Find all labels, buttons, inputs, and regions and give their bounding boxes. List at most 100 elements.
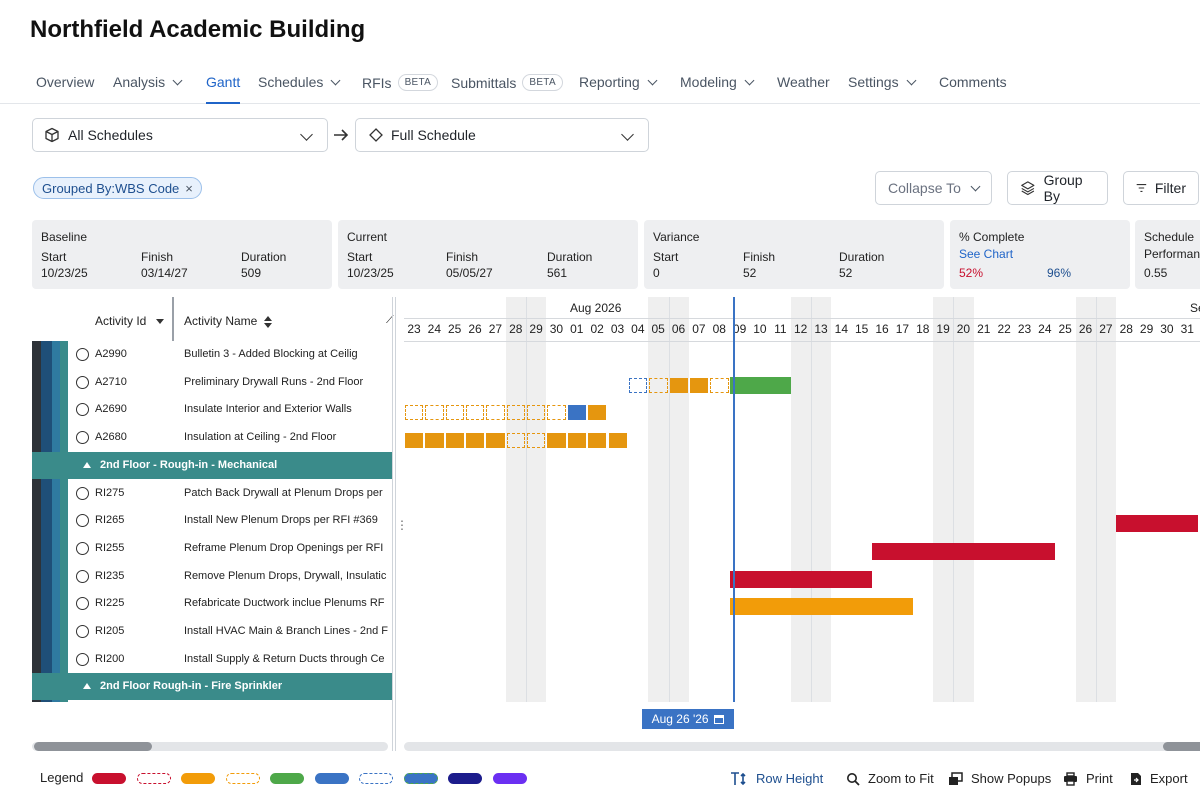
tab-submittals[interactable]: Submittals BETA xyxy=(451,74,563,91)
tab-comments[interactable]: Comments xyxy=(939,74,1007,90)
activity-bar-segment[interactable] xyxy=(486,433,505,449)
chart-scroll-thumb[interactable] xyxy=(1163,742,1200,751)
export-button[interactable]: Export xyxy=(1130,771,1188,786)
activity-bar-segment[interactable] xyxy=(649,377,668,393)
wbs-group-row[interactable]: 2nd Floor Rough-in - Fire Sprinkler xyxy=(32,673,392,701)
activity-row[interactable]: RI205 Install HVAC Main & Branch Lines - … xyxy=(68,618,392,645)
column-header-activity-id[interactable]: Activity Id xyxy=(95,314,164,328)
activity-bar-segment[interactable] xyxy=(608,433,627,449)
collapse-icon[interactable] xyxy=(83,461,91,468)
activity-row[interactable]: RI255 Reframe Plenum Drop Openings per RF… xyxy=(68,535,392,562)
show-popups-button[interactable]: Show Popups xyxy=(948,771,1051,786)
column-separator xyxy=(172,297,174,341)
pane-splitter[interactable] xyxy=(392,297,396,751)
tab-analysis[interactable]: Analysis xyxy=(113,74,183,90)
activity-bar[interactable] xyxy=(1116,515,1198,533)
activity-bar-segment[interactable] xyxy=(567,433,587,449)
close-icon[interactable]: × xyxy=(185,180,193,196)
view-select[interactable]: Full Schedule xyxy=(355,118,649,152)
drag-handle-icon[interactable]: ⋮ xyxy=(396,518,408,532)
activity-row[interactable]: A2690 Insulate Interior and Exterior Wall… xyxy=(68,396,392,423)
activity-bar-segment[interactable] xyxy=(547,433,566,449)
tab-reporting[interactable]: Reporting xyxy=(579,74,658,90)
grouped-by-chip[interactable]: Grouped By:WBS Code × xyxy=(33,177,202,199)
group-by-button[interactable]: Group By xyxy=(1007,171,1108,205)
status-circle-icon[interactable] xyxy=(76,431,89,445)
chart-horizontal-scrollbar[interactable] xyxy=(404,742,1200,751)
tab-weather[interactable]: Weather xyxy=(777,74,830,90)
filter-button[interactable]: Filter xyxy=(1123,171,1199,205)
collapse-icon[interactable] xyxy=(83,683,91,690)
activity-bar-segment[interactable] xyxy=(486,405,505,421)
status-circle-icon[interactable] xyxy=(76,375,89,389)
activity-row[interactable]: A2710 Preliminary Drywall Runs - 2nd Floo… xyxy=(68,369,392,396)
activity-bar-segment[interactable] xyxy=(445,433,465,449)
status-circle-icon[interactable] xyxy=(76,597,89,611)
grid-scroll-thumb[interactable] xyxy=(34,742,152,751)
activity-bar[interactable] xyxy=(729,570,873,588)
chevron-down-icon xyxy=(906,75,917,85)
activity-bar[interactable] xyxy=(729,376,791,394)
activity-row[interactable]: RI200 Install Supply & Return Ducts throu… xyxy=(68,646,392,673)
chevron-down-icon xyxy=(970,181,981,191)
activity-bar[interactable] xyxy=(729,598,913,616)
print-button[interactable]: Print xyxy=(1063,771,1113,786)
activity-row[interactable]: RI235 Remove Plenum Drops, Drywall, Insul… xyxy=(68,563,392,590)
weekend-shade xyxy=(811,297,832,702)
column-header-activity-name[interactable]: Activity Name xyxy=(184,314,272,328)
activity-bar-segment[interactable] xyxy=(588,405,607,421)
schedule-select[interactable]: All Schedules xyxy=(32,118,328,152)
activity-bar-segment[interactable] xyxy=(669,377,688,393)
activity-bar-segment[interactable] xyxy=(527,433,546,449)
week-gridline xyxy=(953,297,955,702)
zoom-to-fit-button[interactable]: Zoom to Fit xyxy=(846,771,934,786)
tab-modeling[interactable]: Modeling xyxy=(680,74,755,90)
activity-bar-segment[interactable] xyxy=(710,377,729,393)
day-label: 03 xyxy=(610,322,625,336)
activity-bar-segment[interactable] xyxy=(506,405,526,421)
activity-bar-segment[interactable] xyxy=(405,433,424,449)
weekend-shade xyxy=(648,297,669,702)
today-marker[interactable]: Aug 26 '26 xyxy=(641,709,734,729)
activity-row[interactable]: A2990 Bulletin 3 - Added Blocking at Ceil… xyxy=(68,341,392,368)
activity-row[interactable]: RI265 Install New Plenum Drops per RFI #3… xyxy=(68,507,392,534)
status-circle-icon[interactable] xyxy=(76,652,89,666)
day-label: 31 xyxy=(1180,322,1194,336)
activity-bar-segment[interactable] xyxy=(466,405,485,421)
tab-gantt[interactable]: Gantt xyxy=(206,74,241,104)
row-height-button[interactable]: Row Height xyxy=(730,771,823,786)
chevron-down-icon xyxy=(744,75,755,85)
status-circle-icon[interactable] xyxy=(76,625,89,638)
tab-rfis[interactable]: RFIs BETA xyxy=(362,74,439,91)
activity-bar-segment[interactable] xyxy=(425,405,444,421)
activity-bar-segment[interactable] xyxy=(425,433,444,449)
status-circle-icon[interactable] xyxy=(76,486,89,500)
tab-overview[interactable]: Overview xyxy=(36,74,95,90)
status-circle-icon[interactable] xyxy=(76,569,89,583)
activity-bar[interactable] xyxy=(872,542,1056,560)
status-circle-icon[interactable] xyxy=(76,514,89,528)
activity-bar-segment[interactable] xyxy=(588,433,607,449)
tab-settings[interactable]: Settings xyxy=(848,74,917,90)
activity-bar-segment[interactable] xyxy=(405,405,424,421)
tab-schedules[interactable]: Schedules xyxy=(258,74,341,90)
activity-bar-segment[interactable] xyxy=(628,377,648,393)
activity-row[interactable]: RI275 Patch Back Drywall at Plenum Drops … xyxy=(68,480,392,507)
activity-bar-segment[interactable] xyxy=(567,405,587,421)
activity-row[interactable]: A2680 Insulation at Ceiling - 2nd Floor xyxy=(68,424,392,451)
status-circle-icon[interactable] xyxy=(76,403,89,417)
wbs-group-row[interactable]: 2nd Floor - Rough-in - Mechanical xyxy=(32,451,392,479)
activity-bar-segment[interactable] xyxy=(689,377,709,393)
see-chart-link[interactable]: See Chart xyxy=(959,247,1014,261)
activity-bar-segment[interactable] xyxy=(506,433,526,449)
status-circle-icon[interactable] xyxy=(76,541,89,555)
status-circle-icon[interactable] xyxy=(76,348,89,361)
activity-row[interactable]: RI225 Refabricate Ductwork inclue Plenums… xyxy=(68,590,392,617)
activity-bar-segment[interactable] xyxy=(445,405,465,421)
collapse-to-button[interactable]: Collapse To xyxy=(875,171,992,205)
resize-handle-icon[interactable]: ⟋ xyxy=(386,314,394,326)
activity-bar-segment[interactable] xyxy=(527,405,546,421)
activity-bar-segment[interactable] xyxy=(547,405,566,421)
activity-bar-segment[interactable] xyxy=(466,433,485,449)
grid-horizontal-scrollbar[interactable] xyxy=(32,742,388,751)
